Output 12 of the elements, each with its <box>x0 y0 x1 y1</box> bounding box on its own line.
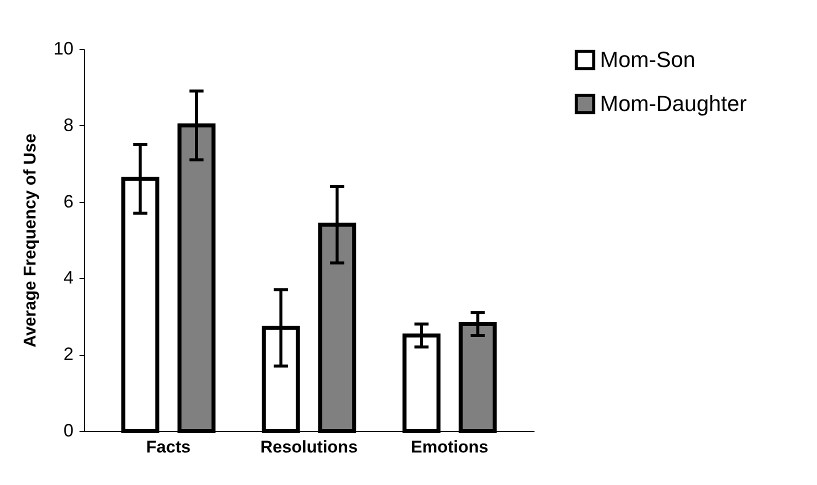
x-tick-label: Facts <box>146 438 191 456</box>
y-tick-label: 8 <box>63 114 74 135</box>
y-tick-label: 0 <box>63 420 74 440</box>
y-tick-label: 6 <box>63 191 74 212</box>
x-tick-label: Resolutions <box>260 438 358 456</box>
legend-label: Mom-Daughter <box>600 91 747 116</box>
y-tick-label: 10 <box>53 38 74 58</box>
y-tick-label: 4 <box>63 268 74 288</box>
x-tick-label: Emotions <box>410 438 488 456</box>
y-axis-title: Average Frequency of Use <box>20 134 40 348</box>
legend-label: Mom-Son <box>600 47 696 72</box>
y-tick-label: 2 <box>63 344 74 364</box>
